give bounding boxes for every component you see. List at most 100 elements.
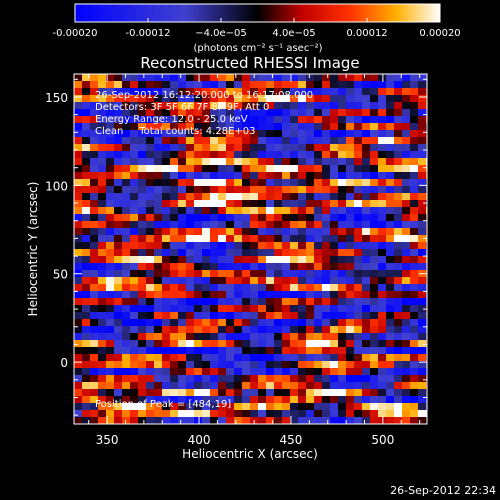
heatmap-cell <box>154 389 163 397</box>
heatmap-cell <box>274 270 283 278</box>
heatmap-cell <box>178 347 187 355</box>
heatmap-cell <box>322 186 331 194</box>
heatmap-cell <box>218 130 227 138</box>
heatmap-cell <box>226 207 235 215</box>
heatmap-cell <box>298 263 307 271</box>
heatmap-cell <box>210 95 219 103</box>
heatmap-cell <box>122 179 131 187</box>
heatmap-cell <box>354 263 363 271</box>
heatmap-cell <box>322 382 331 390</box>
heatmap-cell <box>418 340 427 348</box>
heatmap-cell <box>218 193 227 201</box>
heatmap-cell <box>154 235 163 243</box>
heatmap-cell <box>98 186 107 194</box>
heatmap-cell <box>266 151 275 159</box>
heatmap-cell <box>330 270 339 278</box>
heatmap-cell <box>218 382 227 390</box>
y-tick-label: 0 <box>60 356 68 370</box>
heatmap-cell <box>210 172 219 180</box>
heatmap-cell <box>138 228 147 236</box>
heatmap-cell <box>90 256 99 264</box>
heatmap-cell <box>378 284 387 292</box>
heatmap-cell <box>346 179 355 187</box>
heatmap-cell <box>330 298 339 306</box>
heatmap-cell <box>186 333 195 341</box>
heatmap-cell <box>394 221 403 229</box>
heatmap-cell <box>330 417 339 424</box>
heatmap-cell <box>234 172 243 180</box>
heatmap-cell <box>154 116 163 124</box>
heatmap-cell <box>122 228 131 236</box>
heatmap-cell <box>402 340 411 348</box>
heatmap-cell <box>282 368 291 376</box>
heatmap-cell <box>90 305 99 313</box>
heatmap-cell <box>266 158 275 166</box>
heatmap-cell <box>322 88 331 96</box>
heatmap-cell <box>298 333 307 341</box>
heatmap-cell <box>106 81 115 89</box>
heatmap-cell <box>186 396 195 404</box>
heatmap-cell <box>186 235 195 243</box>
heatmap-cell <box>402 130 411 138</box>
heatmap-cell <box>410 340 419 348</box>
heatmap-cell <box>74 200 83 208</box>
heatmap-cell <box>154 88 163 96</box>
heatmap-cell <box>282 403 291 411</box>
heatmap-cell <box>234 193 243 201</box>
heatmap-cell <box>114 270 123 278</box>
heatmap-cell <box>282 333 291 341</box>
heatmap-cell <box>346 368 355 376</box>
heatmap-cell <box>250 291 259 299</box>
heatmap-cell <box>370 207 379 215</box>
heatmap-cell <box>274 130 283 138</box>
heatmap-cell <box>346 291 355 299</box>
peak-position-label: Position of Peak = [484,19] <box>95 399 231 410</box>
heatmap-cell <box>170 375 179 383</box>
heatmap-cell <box>218 221 227 229</box>
heatmap-cell <box>90 95 99 103</box>
heatmap-cell <box>322 319 331 327</box>
heatmap-cell <box>402 116 411 124</box>
heatmap-cell <box>138 207 147 215</box>
heatmap-cell <box>226 298 235 306</box>
heatmap-cell <box>370 172 379 180</box>
heatmap-cell <box>194 88 203 96</box>
heatmap-cell <box>346 277 355 285</box>
heatmap-cell <box>418 102 427 110</box>
heatmap-cell <box>314 228 323 236</box>
heatmap-cell <box>370 277 379 285</box>
heatmap-cell <box>130 214 139 222</box>
heatmap-cell <box>202 361 211 369</box>
heatmap-cell <box>114 158 123 166</box>
heatmap-cell <box>226 270 235 278</box>
heatmap-cell <box>226 172 235 180</box>
heatmap-cell <box>162 88 171 96</box>
heatmap-cell <box>282 151 291 159</box>
heatmap-cell <box>362 214 371 222</box>
heatmap-cell <box>282 319 291 327</box>
heatmap-cell <box>186 249 195 257</box>
heatmap-cell <box>106 403 115 411</box>
heatmap-cell <box>362 326 371 334</box>
heatmap-cell <box>130 382 139 390</box>
heatmap-cell <box>202 102 211 110</box>
heatmap-cell <box>114 347 123 355</box>
heatmap-cell <box>178 326 187 334</box>
heatmap-cell <box>338 270 347 278</box>
heatmap-cell <box>234 256 243 264</box>
heatmap-cell <box>346 109 355 117</box>
heatmap-cell <box>138 361 147 369</box>
heatmap-cell <box>314 214 323 222</box>
heatmap-cell <box>266 270 275 278</box>
heatmap-cell <box>338 340 347 348</box>
heatmap-cell <box>370 228 379 236</box>
heatmap-cell <box>346 417 355 424</box>
heatmap-cell <box>178 207 187 215</box>
heatmap-cell <box>330 81 339 89</box>
heatmap-cell <box>146 144 155 152</box>
heatmap-cell <box>362 361 371 369</box>
heatmap-cell <box>274 298 283 306</box>
heatmap-cell <box>322 396 331 404</box>
heatmap-cell <box>250 284 259 292</box>
